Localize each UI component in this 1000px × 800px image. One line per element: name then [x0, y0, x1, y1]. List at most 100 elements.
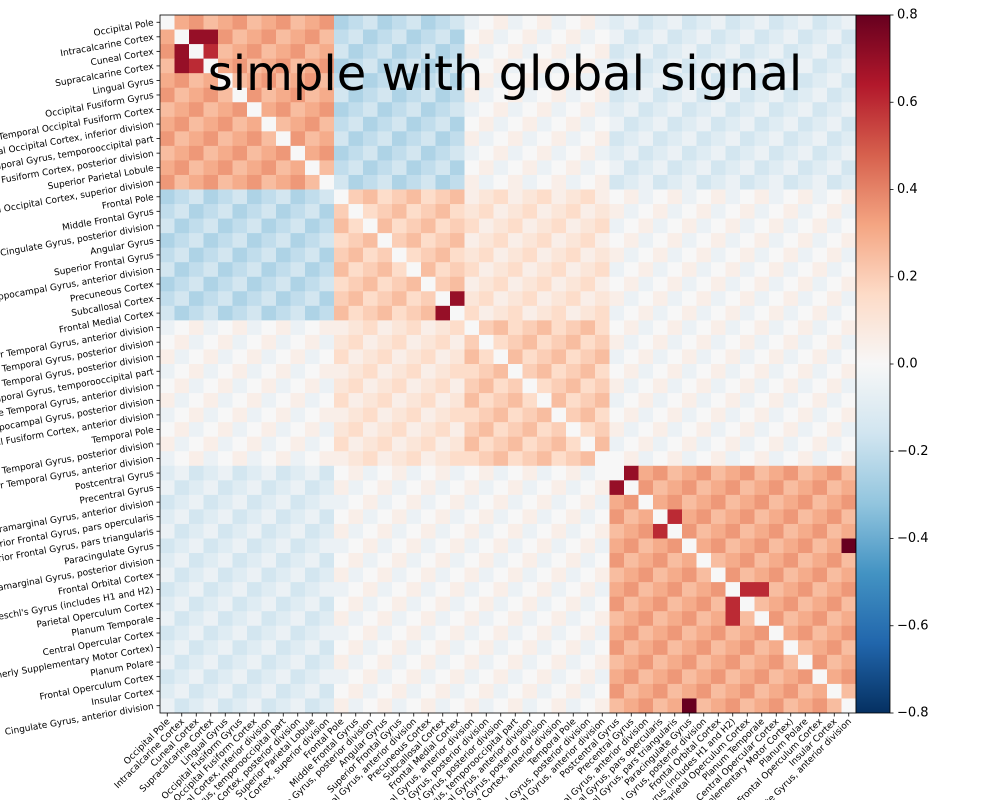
- heatmap-cell: [174, 654, 190, 670]
- heatmap-cell: [841, 276, 857, 292]
- heatmap-cell: [479, 204, 494, 219]
- heatmap-cell: [798, 654, 813, 670]
- heatmap-cell: [334, 611, 349, 627]
- heatmap-cell: [392, 582, 407, 598]
- heatmap-cell: [812, 465, 828, 481]
- heatmap-cell: [392, 116, 407, 132]
- heatmap-cell: [812, 320, 828, 336]
- heatmap-cell: [218, 407, 233, 423]
- heatmap-cell: [551, 58, 567, 74]
- heatmap-cell: [667, 640, 683, 656]
- heatmap-cell: [537, 262, 552, 278]
- heatmap-cell: [392, 640, 407, 656]
- heatmap-cell: [319, 582, 335, 598]
- heatmap-cell: [218, 654, 233, 670]
- heatmap-cell: [334, 698, 349, 714]
- heatmap-cell: [392, 364, 407, 379]
- heatmap-cell: [769, 189, 784, 205]
- heatmap-cell: [464, 683, 480, 699]
- heatmap-cell: [798, 44, 813, 60]
- heatmap-cell: [566, 683, 581, 699]
- heatmap-cell: [696, 320, 712, 336]
- heatmap-cell: [537, 422, 552, 438]
- heatmap-cell: [783, 465, 799, 481]
- heatmap-cell: [508, 494, 523, 510]
- heatmap-cell: [522, 160, 538, 176]
- heatmap-cell: [290, 276, 306, 292]
- heatmap-cell: [450, 407, 465, 423]
- heatmap-cell: [406, 378, 422, 394]
- heatmap-cell: [392, 73, 407, 89]
- heatmap-cell: [203, 625, 219, 641]
- heatmap-cell: [841, 393, 857, 409]
- heatmap-cell: [580, 407, 596, 423]
- heatmap-cell: [595, 218, 610, 234]
- heatmap-cell: [406, 538, 422, 554]
- heatmap-cell: [638, 451, 654, 467]
- heatmap-cell: [348, 669, 364, 685]
- heatmap-cell: [653, 276, 668, 292]
- heatmap-cell: [479, 58, 494, 74]
- heatmap-cell: [609, 145, 625, 161]
- heatmap-cell: [725, 291, 741, 307]
- heatmap-cell: [189, 233, 204, 249]
- heatmap-cell: [624, 378, 639, 394]
- heatmap-cell: [682, 334, 697, 350]
- heatmap-cell: [348, 174, 364, 190]
- heatmap-cell: [566, 44, 581, 60]
- heatmap-cell: [421, 29, 436, 45]
- heatmap-cell: [392, 451, 407, 467]
- heatmap-cell: [537, 131, 552, 147]
- heatmap-cell: [537, 73, 552, 89]
- heatmap-cell: [783, 625, 799, 641]
- heatmap-cell: [464, 407, 480, 423]
- heatmap-cell: [566, 131, 581, 147]
- heatmap-cell: [827, 422, 842, 438]
- heatmap-cell: [464, 189, 480, 205]
- heatmap-cell: [769, 582, 784, 598]
- heatmap-cell: [493, 87, 509, 103]
- heatmap-cell: [319, 654, 335, 670]
- heatmap-cell: [711, 174, 726, 190]
- heatmap-cell: [624, 553, 639, 568]
- heatmap-cell: [363, 509, 378, 525]
- heatmap-cell: [174, 116, 190, 132]
- heatmap-cell: [421, 640, 436, 656]
- heatmap-cell: [261, 204, 277, 219]
- heatmap-cell: [769, 15, 784, 30]
- heatmap-cell: [711, 29, 726, 45]
- heatmap-cell: [232, 494, 248, 510]
- heatmap-cell: [232, 480, 248, 496]
- heatmap-cell: [174, 44, 190, 60]
- heatmap-cell: [841, 15, 857, 30]
- heatmap-cell: [667, 247, 683, 263]
- heatmap-cell: [218, 102, 233, 118]
- heatmap-cell: [392, 102, 407, 118]
- heatmap-cell: [827, 669, 842, 685]
- heatmap-cell: [798, 451, 813, 467]
- heatmap-cell: [595, 640, 610, 656]
- heatmap-cell: [203, 218, 219, 234]
- heatmap-cell: [841, 625, 857, 641]
- heatmap-cell: [493, 378, 509, 394]
- heatmap-cell: [812, 407, 828, 423]
- heatmap-cell: [725, 378, 741, 394]
- heatmap-cell: [522, 15, 538, 30]
- heatmap-cell: [711, 625, 726, 641]
- heatmap-cell: [276, 334, 291, 350]
- heatmap-cell: [348, 87, 364, 103]
- heatmap-cell: [725, 218, 741, 234]
- heatmap-cell: [754, 262, 770, 278]
- heatmap-cell: [305, 218, 320, 234]
- heatmap-cell: [189, 305, 204, 321]
- heatmap-cell: [566, 58, 581, 74]
- heatmap-cell: [711, 378, 726, 394]
- heatmap-cell: [595, 698, 610, 714]
- heatmap-cell: [522, 698, 538, 714]
- heatmap-cell: [276, 291, 291, 307]
- heatmap-cell: [189, 320, 204, 336]
- heatmap-cell: [421, 480, 436, 496]
- heatmap-cell: [232, 102, 248, 118]
- heatmap-cell: [305, 494, 320, 510]
- heatmap-cell: [827, 509, 842, 525]
